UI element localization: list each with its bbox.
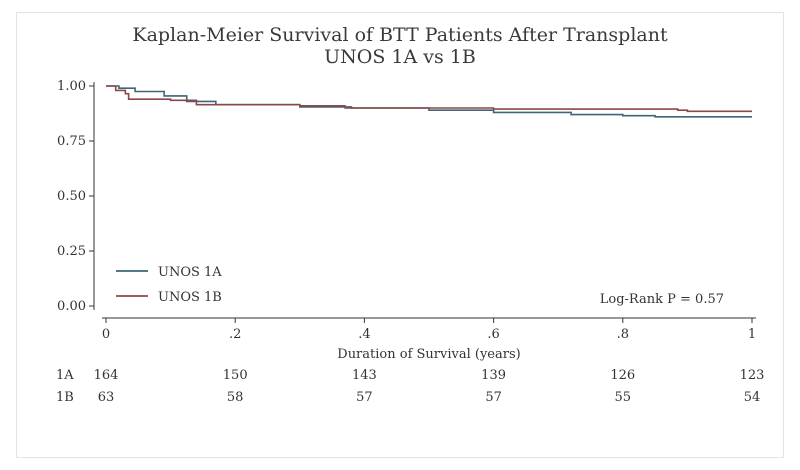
risk-count: 143 xyxy=(351,368,377,383)
chart-subtitle: UNOS 1A vs 1B xyxy=(324,46,476,68)
risk-count: 123 xyxy=(739,368,765,383)
risk-count: 164 xyxy=(93,368,119,383)
x-axis-title: Duration of Survival (years) xyxy=(337,347,520,362)
legend-label: UNOS 1A xyxy=(158,265,222,280)
risk-row-label: 1A xyxy=(56,368,74,383)
survival-curves xyxy=(106,85,752,118)
x-tick-label: 0 xyxy=(102,327,110,342)
risk-count: 57 xyxy=(485,390,502,405)
risk-count: 63 xyxy=(97,390,115,405)
risk-count: 54 xyxy=(743,390,761,405)
figure-frame xyxy=(16,12,784,458)
axes: 0.00 0.25 0.50 0.75 1.00 0 .2 .4 .6 .8 1 xyxy=(57,79,756,342)
risk-row-label: 1B xyxy=(56,390,74,405)
x-tick-label: .6 xyxy=(487,327,499,342)
y-tick-label: 0.50 xyxy=(57,189,86,204)
legend-label: UNOS 1B xyxy=(158,290,222,305)
series-1b-curve xyxy=(106,85,752,113)
x-tick-label: .2 xyxy=(229,327,241,342)
x-tick-label: 1 xyxy=(748,327,756,342)
legend: UNOS 1A UNOS 1B xyxy=(116,265,222,305)
risk-count: 55 xyxy=(614,390,632,405)
risk-count: 126 xyxy=(610,368,636,383)
y-tick-label: 1.00 xyxy=(57,79,86,94)
x-tick-label: .8 xyxy=(617,327,629,342)
y-tick-label: 0.75 xyxy=(57,134,86,149)
risk-count: 58 xyxy=(226,390,244,405)
risk-count: 139 xyxy=(481,368,507,383)
chart-title: Kaplan-Meier Survival of BTT Patients Af… xyxy=(132,24,668,46)
series-1a-curve xyxy=(106,85,752,118)
x-tick-label: .4 xyxy=(358,327,370,342)
risk-count: 150 xyxy=(222,368,248,383)
y-tick-label: 0.25 xyxy=(57,244,86,259)
risk-count: 57 xyxy=(356,390,373,405)
y-tick-label: 0.00 xyxy=(57,299,86,314)
log-rank-annotation: Log-Rank P = 0.57 xyxy=(600,292,724,307)
